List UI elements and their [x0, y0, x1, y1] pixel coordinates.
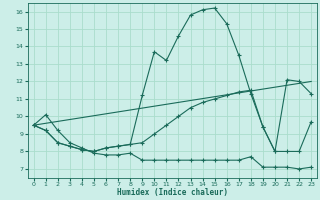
X-axis label: Humidex (Indice chaleur): Humidex (Indice chaleur) [117, 188, 228, 197]
